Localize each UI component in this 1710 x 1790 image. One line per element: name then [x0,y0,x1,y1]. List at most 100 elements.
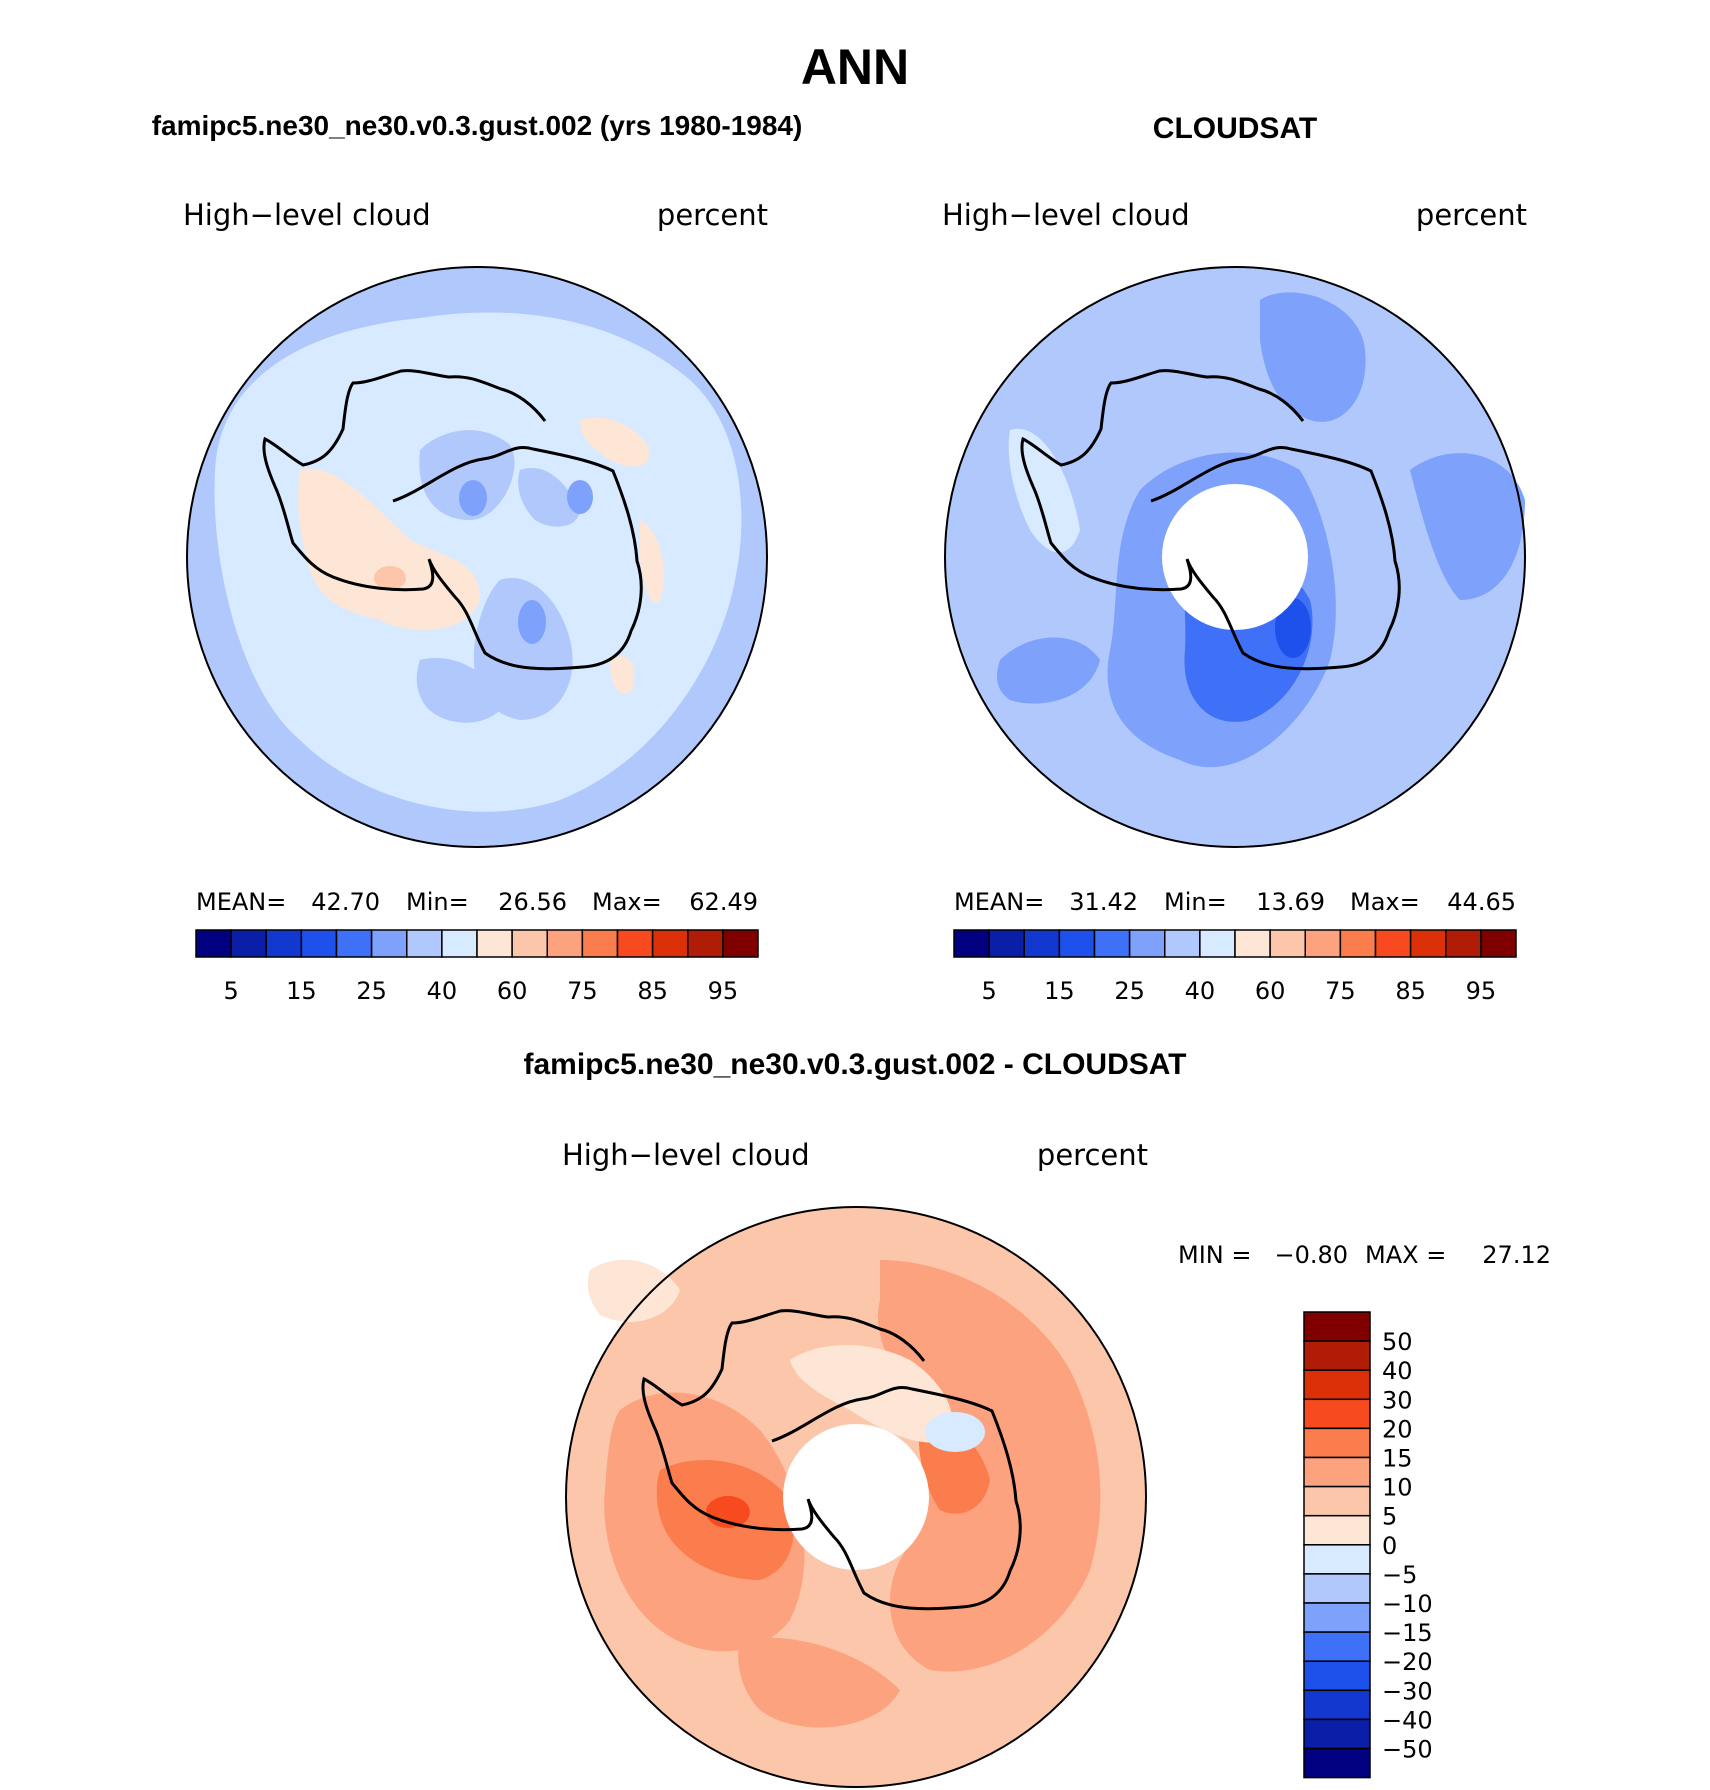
colorbar-swatch [1303,1631,1371,1662]
min-value: 26.56 [498,888,567,916]
panel-diff: famipc5.ne30_ne30.v0.3.gust.002 - CLOUDS… [523,1048,1551,1788]
figure-title: ANN [801,39,909,95]
colorbar-tick-label: 20 [1382,1415,1413,1443]
colorbar-tick-label: 30 [1382,1386,1413,1414]
colorbar-tick-label: 25 [356,977,387,1005]
mean-label: MEAN= [954,888,1044,916]
colorbar-swatch [1128,929,1166,958]
colorbar-tick-label: 75 [567,977,598,1005]
mean-value: 42.70 [311,888,380,916]
mean-label: MEAN= [196,888,286,916]
panel-model-title: famipc5.ne30_ne30.v0.3.gust.002 (yrs 198… [152,110,803,141]
max-value: 44.65 [1447,888,1516,916]
colorbar-swatch [1058,929,1096,958]
panel-obs: CLOUDSAT High−level cloud percent MEAN= … [942,112,1527,1005]
map-region [1410,453,1525,600]
colorbar-swatch [1304,929,1342,958]
max-label: Max= [1350,888,1420,916]
colorbar-swatch [1303,1602,1371,1633]
colorbar-swatch [1303,1311,1371,1342]
min-label: MIN = [1178,1241,1251,1269]
colorbar-tick-label: 5 [981,977,996,1005]
colorbar-swatch [195,929,232,958]
panel-obs-units: percent [1416,198,1527,232]
map-region [1008,428,1080,553]
panel-diff-stats: MIN = −0.80 MAX = 27.12 [1178,1241,1551,1269]
colorbar-swatch [1303,1573,1371,1604]
colorbar-swatch [1445,929,1482,958]
colorbar-swatch [953,929,990,958]
panel-obs-stats: MEAN= 31.42 Min= 13.69 Max= 44.65 [954,888,1516,916]
mean-value: 31.42 [1069,888,1138,916]
map-region [473,578,573,720]
colorbar-swatch [1374,929,1412,958]
map-region [419,430,515,520]
panel-diff-units: percent [1037,1138,1148,1172]
colorbar-tick-label: 15 [286,977,317,1005]
colorbar-swatch [1269,929,1306,958]
colorbar-tick-label: 15 [1044,977,1075,1005]
colorbar-tick-label: −20 [1382,1648,1433,1676]
panel-model-units: percent [657,198,768,232]
colorbar-swatch [441,929,478,958]
colorbar-swatch [1303,1689,1371,1721]
map-region [1275,598,1311,658]
colorbar-tick-label: 60 [497,977,528,1005]
colorbar-tick-label: 85 [1395,977,1426,1005]
min-label: Min= [1164,888,1227,916]
colorbar-tick-label: −5 [1382,1561,1417,1589]
colorbar-swatch [988,929,1025,958]
colorbar-tick-label: 75 [1325,977,1356,1005]
map-region [567,480,593,514]
colorbar-swatch [511,929,548,958]
colorbar-tick-label: 95 [1466,977,1497,1005]
map-region [997,637,1100,704]
map-region [878,1260,1101,1672]
colorbar-tick-label: 10 [1382,1474,1413,1502]
panel-model-colorbar: 5 15 25 40 60 75 85 95 [195,929,759,1005]
colorbar-swatch [476,929,513,958]
panel-diff-variable: High−level cloud [562,1138,810,1172]
min-value: −0.80 [1274,1241,1348,1269]
colorbar-swatch [1303,1660,1371,1692]
colorbar-swatch [1093,929,1131,958]
map-region [610,656,635,694]
colorbar-swatch [1303,1340,1371,1371]
colorbar-swatch [406,929,443,958]
colorbar-swatch [1164,929,1201,958]
colorbar-swatch [1303,1456,1371,1488]
map-region [580,417,650,467]
colorbar-swatch [1480,929,1517,958]
map-region [738,1637,900,1728]
panel-model-map [186,266,768,848]
map-region [518,600,546,644]
colorbar-swatch [1023,929,1061,958]
colorbar-tick-label: −50 [1382,1736,1433,1764]
colorbar-swatch [265,929,303,958]
max-value: 62.49 [689,888,758,916]
colorbar-tick-label: 95 [708,977,739,1005]
colorbar-swatch [1303,1718,1371,1750]
map-region [459,480,487,516]
colorbar-swatch [687,929,724,958]
colorbar-tick-label: −40 [1382,1706,1433,1734]
colorbar-tick-label: 40 [427,977,458,1005]
map-region [416,658,500,723]
max-label: MAX = [1365,1241,1446,1269]
colorbar-swatch [1303,1485,1371,1517]
panel-model-variable: High−level cloud [183,198,431,232]
colorbar-swatch [230,929,267,958]
panel-obs-map [944,266,1526,848]
colorbar-tick-label: 60 [1255,977,1286,1005]
colorbar-swatch [370,929,408,958]
colorbar-swatch [1409,929,1447,958]
panel-model: famipc5.ne30_ne30.v0.3.gust.002 (yrs 198… [152,110,803,1005]
missing-data-hole [783,1424,929,1570]
max-label: Max= [592,888,662,916]
map-region [587,1259,680,1322]
colorbar-swatch [616,929,654,958]
map-region [518,468,580,527]
colorbar-swatch [1303,1514,1371,1546]
map-border [565,1206,1147,1788]
